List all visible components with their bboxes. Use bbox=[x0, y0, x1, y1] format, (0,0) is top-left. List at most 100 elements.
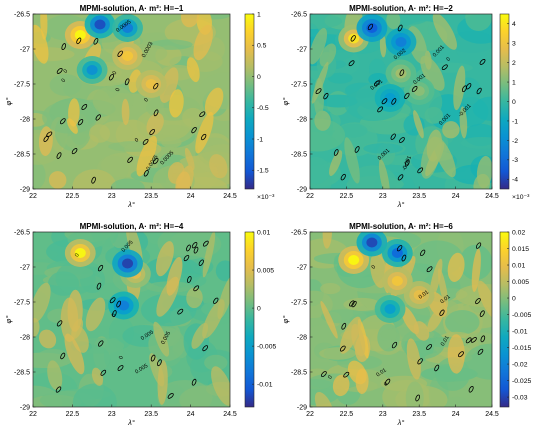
x-tick-label: 22 bbox=[29, 411, 37, 418]
hot-spot bbox=[348, 33, 360, 44]
heatmap-streak bbox=[193, 24, 213, 61]
heatmap-streak bbox=[157, 360, 168, 405]
contour-loop bbox=[96, 282, 102, 290]
heatmap-streak bbox=[85, 297, 106, 332]
heatmap-patch bbox=[443, 396, 470, 407]
y-tick-label: -29 bbox=[20, 187, 30, 194]
contour-loop bbox=[153, 109, 159, 117]
contour-loop bbox=[202, 240, 209, 247]
contour-loop bbox=[479, 310, 485, 317]
heatmap-streak bbox=[186, 287, 203, 309]
colorbar-tick-label: 4 bbox=[512, 21, 516, 28]
contour-loop bbox=[199, 111, 206, 118]
heatmap-streak bbox=[153, 321, 170, 357]
heatmap-patch bbox=[140, 45, 168, 62]
heatmap-field: 0.0020.001-0.0010.0010.001-0.0010.0010.0… bbox=[310, 14, 492, 189]
contour-loop bbox=[315, 88, 322, 94]
y-tick-label: -28 bbox=[20, 335, 30, 342]
contour-loop bbox=[124, 78, 130, 86]
contour-loop bbox=[398, 137, 405, 143]
plot-frame bbox=[309, 13, 493, 190]
plot-frame bbox=[309, 231, 493, 408]
contour-loop bbox=[177, 308, 184, 315]
colorbar-tick-label: 2 bbox=[512, 60, 516, 67]
heatmap-patch bbox=[204, 354, 228, 371]
contour-loop bbox=[112, 310, 117, 318]
contour-loop bbox=[404, 92, 410, 99]
heatmap-patch bbox=[33, 129, 62, 165]
y-axis-label: φ° bbox=[281, 98, 290, 106]
heatmap-patch bbox=[405, 381, 424, 407]
contour-loop bbox=[390, 133, 396, 140]
colorbar-exponent: ×10⁻³ bbox=[512, 194, 530, 201]
colorbar-tick-label: 1 bbox=[257, 11, 261, 18]
contour-loop bbox=[333, 149, 339, 156]
contour-label: 0.01 bbox=[440, 335, 451, 347]
contour-loop bbox=[426, 344, 433, 350]
contour-loop bbox=[186, 244, 191, 252]
hot-spot bbox=[395, 68, 407, 79]
heatmap-streak bbox=[33, 24, 49, 64]
x-tick-label: 22.5 bbox=[340, 193, 354, 200]
contour-loop bbox=[191, 378, 197, 386]
contour-loop bbox=[191, 242, 198, 249]
y-tick-label: -26.5 bbox=[14, 12, 30, 19]
panel-2: 0.0020.001-0.0010.0010.001-0.0010.0010.0… bbox=[281, 4, 530, 209]
colorbar-tick-label: 0.5 bbox=[257, 43, 267, 50]
heatmap-streak bbox=[33, 282, 51, 323]
contour-loop bbox=[397, 174, 404, 181]
x-axis-label: λ° bbox=[127, 418, 135, 427]
colorbar-tick-label: -2 bbox=[512, 138, 518, 145]
contour-loop bbox=[323, 92, 329, 100]
y-axis-label: φ° bbox=[281, 316, 290, 324]
contour-label: 0 bbox=[115, 87, 122, 92]
x-tick-label: 24 bbox=[187, 193, 195, 200]
y-tick-label: -26.5 bbox=[291, 230, 307, 237]
heatmap-streak bbox=[386, 14, 401, 30]
heatmap-streak bbox=[48, 171, 67, 189]
y-tick-label: -27 bbox=[20, 47, 30, 54]
contour-loop bbox=[341, 322, 347, 330]
contour-label: 0.005 bbox=[160, 331, 172, 346]
contour-label: 0 bbox=[74, 253, 81, 259]
y-tick-label: -28.5 bbox=[14, 152, 30, 159]
contour-loop bbox=[441, 64, 448, 71]
heatmap-streak bbox=[202, 232, 216, 278]
y-tick-label: -27 bbox=[297, 47, 307, 54]
contour-loop bbox=[152, 157, 159, 165]
contour-loop bbox=[351, 300, 357, 308]
contour-loop bbox=[55, 386, 62, 393]
x-tick-label: 22.5 bbox=[340, 411, 354, 418]
heatmap-streak bbox=[447, 252, 465, 282]
colorbar-tick-label: -0.025 bbox=[512, 378, 531, 385]
cold-spot bbox=[384, 304, 396, 314]
contour-loop bbox=[399, 69, 405, 77]
heatmap-streak bbox=[379, 34, 387, 58]
plot-frame bbox=[32, 13, 231, 190]
y-tick-label: -27.5 bbox=[291, 82, 307, 89]
colorbar-exponent: ×10⁻³ bbox=[257, 194, 275, 201]
cold-spot bbox=[366, 237, 378, 248]
heatmap-streak bbox=[459, 106, 468, 139]
heatmap-patch bbox=[72, 383, 117, 407]
contour-loop bbox=[465, 337, 472, 344]
contour-loop bbox=[354, 146, 360, 153]
chart-title: MPMI-solution, A· m²: H=−4 bbox=[80, 222, 184, 231]
colorbar bbox=[499, 231, 510, 408]
contour-label: 0 bbox=[112, 70, 119, 76]
contour-loop bbox=[81, 104, 88, 110]
x-tick-label: 24.5 bbox=[485, 193, 499, 200]
contour-loop bbox=[91, 176, 96, 184]
contour-label: 0 bbox=[118, 355, 125, 360]
colorbar-tick-label: 0 bbox=[512, 295, 516, 302]
contour-loop bbox=[340, 173, 346, 181]
contour-loop bbox=[417, 167, 424, 174]
heatmap-streak bbox=[413, 110, 424, 139]
x-tick-label: 23 bbox=[108, 411, 116, 418]
contour-label: 0 bbox=[446, 56, 452, 63]
contour-loop bbox=[191, 126, 197, 134]
x-tick-label: 23 bbox=[108, 193, 116, 200]
